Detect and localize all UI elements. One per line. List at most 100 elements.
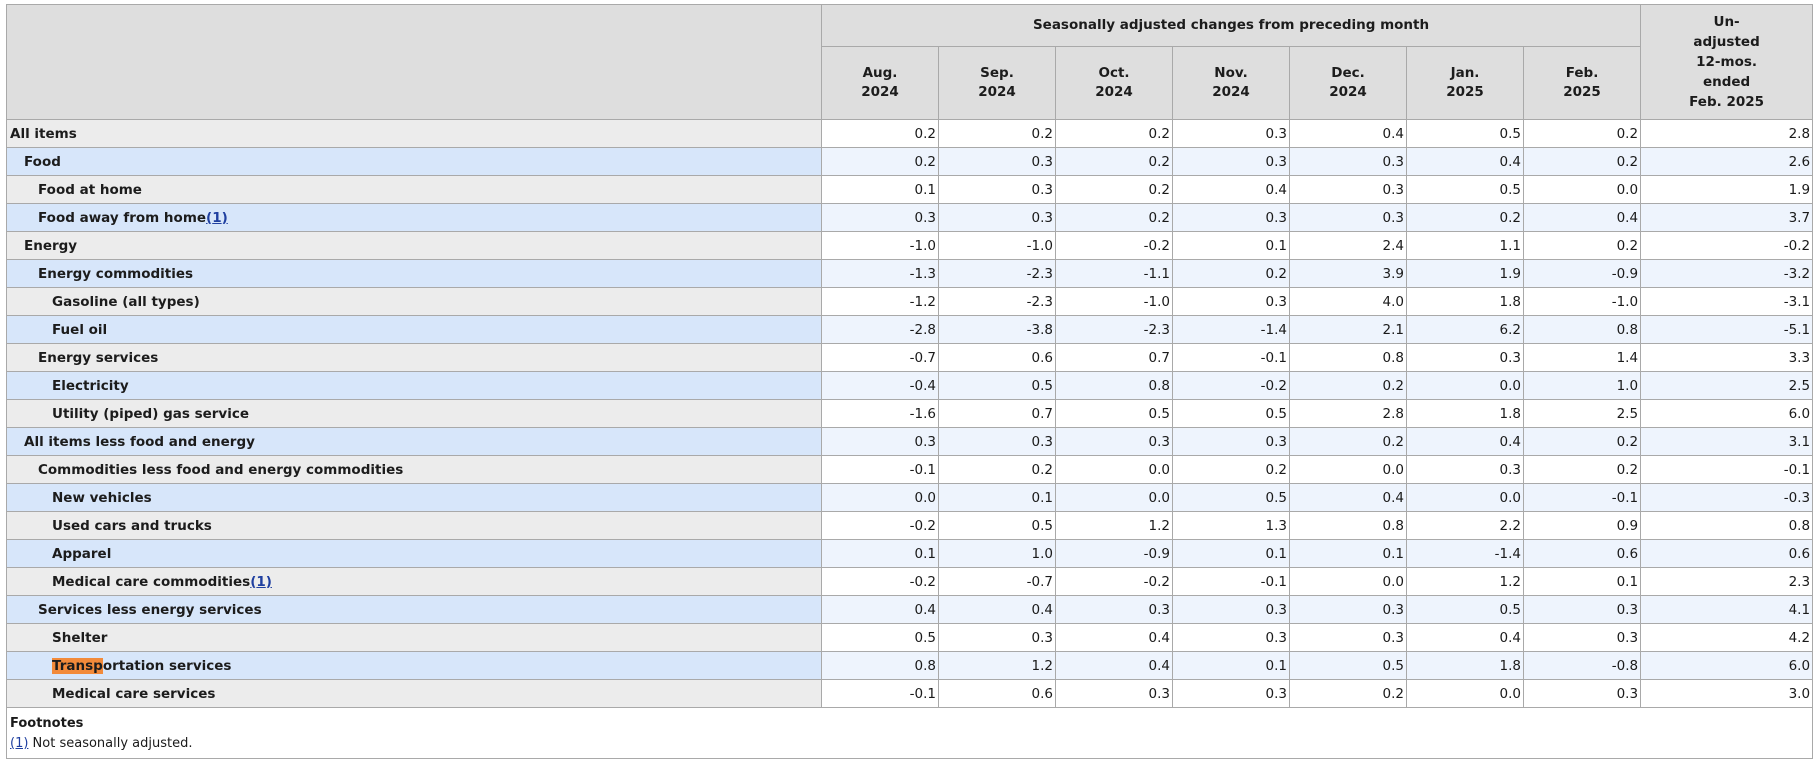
month-value-cell: 0.8 — [821, 651, 939, 680]
month-value-cell: 0.0 — [1289, 567, 1407, 596]
month-value-cell: -2.8 — [821, 315, 939, 344]
month-value-cell: 1.2 — [1406, 567, 1524, 596]
month-value-cell: 1.2 — [1055, 511, 1173, 540]
month-name: Sep. — [980, 65, 1014, 81]
month-value-cell: 0.3 — [1522, 679, 1642, 708]
month-value-cell: -1.4 — [1172, 315, 1290, 344]
month-value-cell: 6.2 — [1406, 315, 1524, 344]
month-name: Feb. — [1565, 65, 1599, 81]
row-label-cell: Fuel oil — [6, 315, 822, 344]
month-value-cell: 0.1 — [1289, 539, 1407, 568]
row-label: Medical care services — [52, 685, 216, 702]
month-value-cell: 2.2 — [1406, 511, 1524, 540]
month-value-cell: -0.1 — [1172, 343, 1290, 372]
header-month: Jan. 2025 — [1406, 46, 1524, 120]
month-value-cell: 0.1 — [1172, 651, 1290, 680]
month-value-cell: 0.5 — [938, 371, 1056, 400]
table-row: Food at home 0.1 0.3 0.2 0.4 0.3 0.5 0.0 1.9 — [6, 175, 1814, 204]
month-value-cell: 0.0 — [821, 483, 939, 512]
month-value-cell: 0.0 — [1289, 455, 1407, 484]
month-value-cell: 0.1 — [821, 539, 939, 568]
month-value-cell: 0.7 — [1055, 343, 1173, 372]
month-value-cell: 0.2 — [1522, 147, 1642, 176]
unadjusted-value-cell: 3.7 — [1640, 203, 1814, 232]
month-value-cell: 1.9 — [1406, 259, 1524, 288]
month-value-cell: 2.4 — [1289, 231, 1407, 260]
row-label-cell: Food at home — [6, 175, 822, 204]
month-value-cell: 0.2 — [1055, 203, 1173, 232]
month-value-cell: 0.3 — [938, 175, 1056, 204]
month-value-cell: -1.0 — [1522, 287, 1642, 316]
month-value-cell: -0.2 — [1172, 371, 1290, 400]
month-value-cell: -1.0 — [821, 231, 939, 260]
month-value-cell: -0.2 — [821, 511, 939, 540]
month-value-cell: 0.2 — [938, 455, 1056, 484]
footnote-link[interactable]: (1) — [206, 209, 228, 226]
footnotes-cell: Footnotes (1) Not seasonally adjusted. — [5, 707, 1814, 759]
month-value-cell: 0.8 — [1289, 511, 1407, 540]
month-value-cell: 0.4 — [1172, 175, 1290, 204]
month-value-cell: -0.1 — [821, 455, 939, 484]
header-unadjusted-line: ended — [1702, 74, 1751, 90]
unadjusted-value-cell: 4.2 — [1640, 623, 1814, 652]
footnote-marker-link[interactable]: (1) — [10, 736, 29, 751]
month-value-cell: 0.2 — [1522, 427, 1642, 456]
month-value-cell: 1.0 — [1522, 371, 1642, 400]
header-month: Feb. 2025 — [1522, 46, 1642, 120]
month-name: Aug. — [862, 65, 898, 81]
row-label: Services less energy services — [38, 601, 262, 618]
month-value-cell: 0.4 — [1406, 147, 1524, 176]
month-value-cell: 2.5 — [1522, 399, 1642, 428]
month-value-cell: 0.2 — [1055, 175, 1173, 204]
header-unadjusted-line: Feb. 2025 — [1689, 94, 1765, 110]
cpi-table: Seasonally adjusted changes from precedi… — [5, 4, 1814, 759]
row-label: Energy services — [38, 349, 159, 366]
unadjusted-value-cell: -0.1 — [1640, 455, 1814, 484]
row-label: Gasoline (all types) — [52, 293, 200, 310]
month-value-cell: 0.3 — [1172, 147, 1290, 176]
month-value-cell: 0.7 — [938, 399, 1056, 428]
unadjusted-value-cell: 4.1 — [1640, 595, 1814, 624]
header-unadjusted: Un- adjusted 12-mos. ended Feb. 2025 — [1640, 4, 1814, 120]
month-value-cell: -1.6 — [821, 399, 939, 428]
month-value-cell: -1.0 — [938, 231, 1056, 260]
month-value-cell: 0.2 — [1172, 455, 1290, 484]
row-label: Medical care commodities — [52, 573, 251, 590]
table-row: Energy -1.0 -1.0 -0.2 0.1 2.4 1.1 0.2 -0.2 — [6, 231, 1814, 260]
month-value-cell: 0.3 — [1172, 427, 1290, 456]
month-value-cell: 0.3 — [1172, 119, 1290, 148]
table-body: All items 0.2 0.2 0.2 0.3 0.4 0.5 0.2 2.8 Food 0.2… — [6, 119, 1814, 708]
row-label-rest: ortation services — [102, 657, 232, 674]
month-value-cell: 0.6 — [1522, 539, 1642, 568]
table-row: New vehicles 0.0 0.1 0.0 0.5 0.4 0.0 -0.1 -0.3 — [6, 483, 1814, 512]
month-value-cell: 0.0 — [1406, 483, 1524, 512]
month-value-cell: 0.4 — [1522, 203, 1642, 232]
month-value-cell: 0.3 — [1055, 427, 1173, 456]
row-label-cell: Medical care commodities(1) — [6, 567, 822, 596]
month-value-cell: -0.8 — [1522, 651, 1642, 680]
month-value-cell: 0.5 — [1055, 399, 1173, 428]
row-label-cell: Apparel — [6, 539, 822, 568]
header-group-title: Seasonally adjusted changes from precedi… — [820, 4, 1642, 47]
month-value-cell: 0.1 — [1172, 539, 1290, 568]
month-value-cell: 0.3 — [1172, 203, 1290, 232]
row-label: Fuel oil — [52, 321, 108, 338]
unadjusted-value-cell: 1.9 — [1640, 175, 1814, 204]
table-header: Seasonally adjusted changes from precedi… — [6, 4, 1814, 120]
month-year: 2024 — [861, 84, 899, 100]
month-value-cell: 0.2 — [1289, 679, 1407, 708]
table-row: Used cars and trucks -0.2 0.5 1.2 1.3 0.8 2.2 0… — [6, 511, 1814, 540]
footnote-link[interactable]: (1) — [250, 573, 272, 590]
month-value-cell: 2.8 — [1289, 399, 1407, 428]
month-year: 2024 — [978, 84, 1016, 100]
unadjusted-value-cell: -3.1 — [1640, 287, 1814, 316]
row-label-cell: Food away from home(1) — [6, 203, 822, 232]
month-value-cell: 0.3 — [1172, 679, 1290, 708]
month-value-cell: -1.2 — [821, 287, 939, 316]
month-value-cell: -1.1 — [1055, 259, 1173, 288]
month-value-cell: -1.0 — [1055, 287, 1173, 316]
month-value-cell: 0.3 — [1289, 203, 1407, 232]
month-value-cell: -0.1 — [1172, 567, 1290, 596]
month-value-cell: 0.2 — [1406, 203, 1524, 232]
row-label: Shelter — [52, 629, 108, 646]
